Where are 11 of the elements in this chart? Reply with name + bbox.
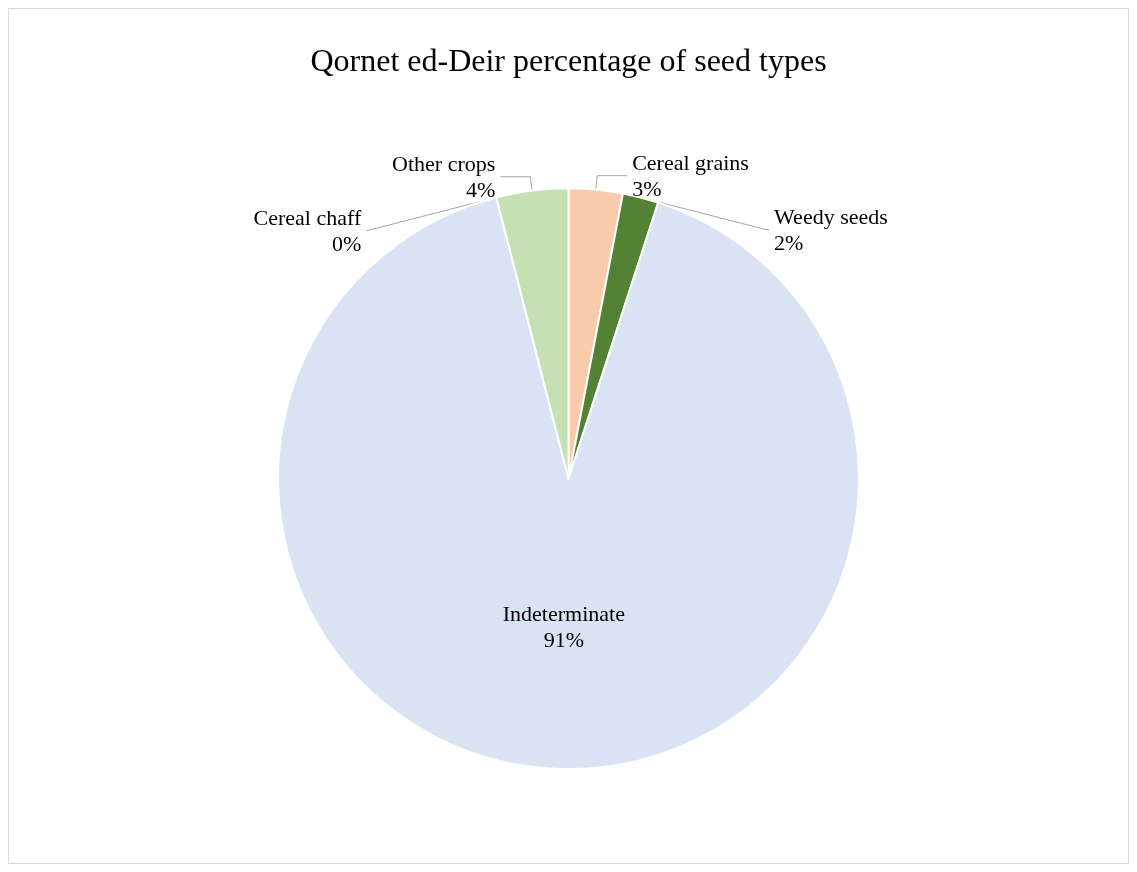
slice-label: Other crops [392, 151, 496, 177]
slice-label: Indeterminate [502, 601, 625, 627]
category-label: Cereal chaff [253, 205, 362, 231]
slice-label: Weedy seeds [774, 204, 888, 230]
data-label: 3% [632, 176, 662, 202]
slice-label: Cereal grains [632, 150, 749, 176]
data-label: 4% [466, 177, 496, 203]
data-label: 2% [774, 230, 804, 256]
data-label: 91% [543, 627, 585, 653]
chart-title: Qornet ed-Deir percentage of seed types [310, 42, 827, 78]
text: 0% [331, 231, 362, 257]
